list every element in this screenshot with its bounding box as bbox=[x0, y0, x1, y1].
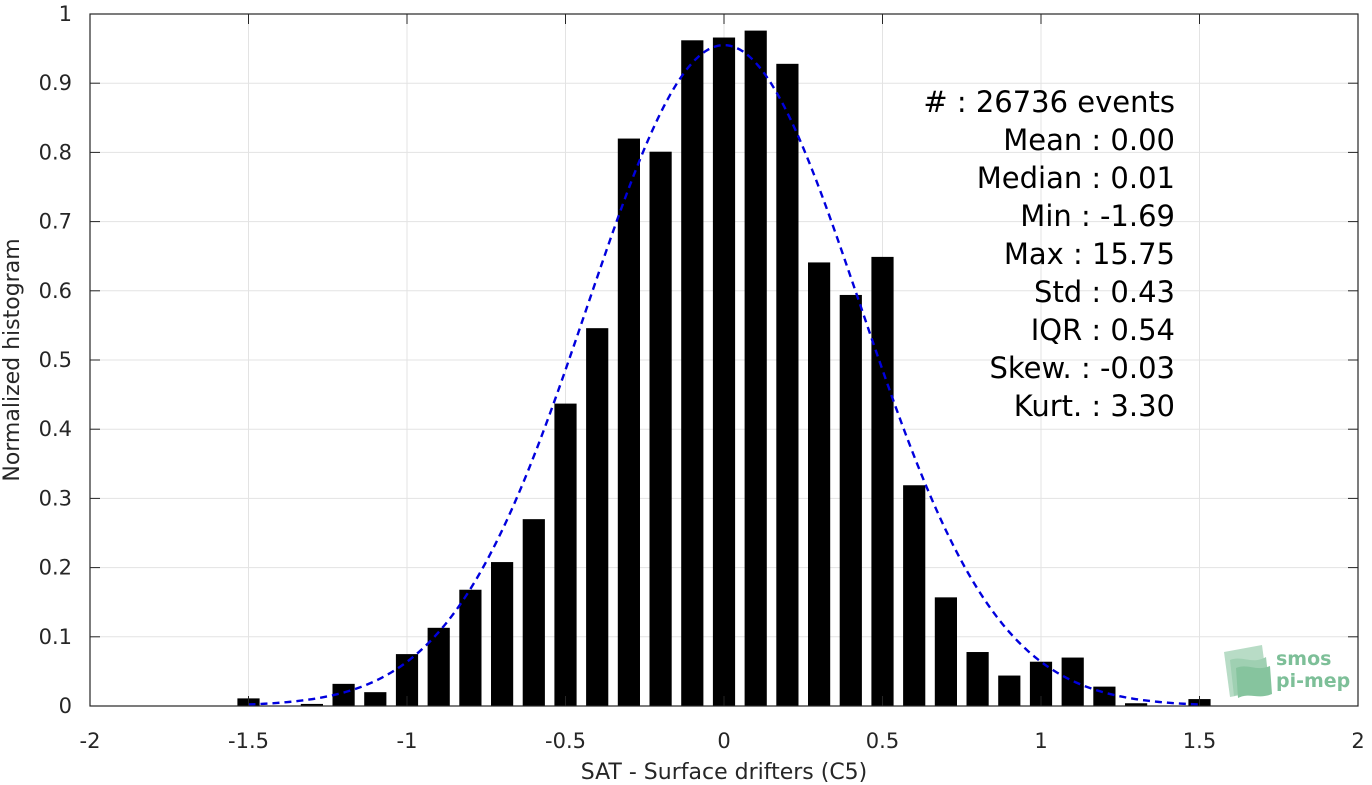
stat-line: Std : 0.43 bbox=[1034, 275, 1175, 309]
logo-text-pi-mep: pi-mep bbox=[1276, 670, 1350, 692]
smos-pi-mep-logo: smos pi-mep bbox=[1224, 645, 1350, 698]
y-tick-label: 0.7 bbox=[39, 210, 72, 234]
stat-line: Skew. : -0.03 bbox=[989, 351, 1175, 385]
histogram-bar bbox=[332, 683, 355, 706]
stat-line: Min : -1.69 bbox=[1020, 199, 1175, 233]
histogram-bar bbox=[966, 652, 989, 706]
histogram-bar bbox=[586, 328, 609, 706]
y-tick-label: 0 bbox=[59, 694, 72, 718]
y-tick-labels: 0 0.1 0.2 0.3 0.4 0.5 0.6 0.7 0.8 0.9 1 bbox=[39, 2, 72, 718]
histogram-bar bbox=[681, 40, 704, 706]
x-tick-labels: -2 -1.5 -1 -0.5 0 0.5 1 1.5 2 bbox=[80, 729, 1365, 753]
x-tick-label: 1.5 bbox=[1183, 729, 1216, 753]
histogram-bar bbox=[491, 562, 514, 706]
y-tick-label: 0.4 bbox=[39, 417, 72, 441]
logo-wave-icon bbox=[1224, 645, 1272, 698]
stat-line: Max : 15.75 bbox=[1004, 237, 1175, 271]
histogram-bar bbox=[300, 703, 323, 706]
histogram-bar bbox=[427, 627, 450, 706]
x-tick-label: -2 bbox=[80, 729, 101, 753]
x-tick-label: 0.5 bbox=[866, 729, 899, 753]
histogram-bar bbox=[364, 692, 387, 706]
histogram-bar bbox=[712, 37, 736, 706]
histogram-bar bbox=[998, 675, 1021, 706]
histogram-bar bbox=[744, 30, 767, 707]
axes-frame bbox=[89, 13, 1359, 707]
histogram-bar bbox=[903, 485, 926, 706]
y-tick-label: 0.1 bbox=[39, 625, 72, 649]
histogram-bar bbox=[1125, 703, 1148, 706]
statistics-box: # : 26736 events Mean : 0.00 Median : 0.01… bbox=[923, 85, 1175, 423]
stat-line: IQR : 0.54 bbox=[1031, 313, 1175, 347]
histogram-bar bbox=[554, 403, 577, 706]
y-tick-label: 0.5 bbox=[39, 348, 72, 372]
x-tick-label: 0 bbox=[717, 729, 730, 753]
histogram-bar bbox=[934, 597, 957, 706]
x-tick-label: 2 bbox=[1351, 729, 1364, 753]
histogram-bar bbox=[776, 63, 799, 707]
y-axis-label: Normalized histogram bbox=[0, 238, 25, 481]
stat-line: Median : 0.01 bbox=[977, 161, 1175, 195]
histogram-bar bbox=[839, 294, 862, 706]
logo-text-smos: smos bbox=[1276, 648, 1331, 670]
histogram-bar bbox=[649, 151, 672, 706]
stat-line: Mean : 0.00 bbox=[1003, 123, 1175, 157]
stat-line: # : 26736 events bbox=[923, 85, 1175, 119]
x-tick-label: -1 bbox=[397, 729, 418, 753]
y-tick-label: 0.2 bbox=[39, 556, 72, 580]
y-tick-label: 0.3 bbox=[39, 486, 72, 510]
histogram-bar bbox=[1029, 661, 1053, 706]
histogram-bar bbox=[808, 262, 831, 706]
histogram-bar bbox=[617, 138, 640, 706]
stat-line: Kurt. : 3.30 bbox=[1014, 389, 1175, 423]
y-tick-label: 0.9 bbox=[39, 71, 72, 95]
y-tick-label: 0.6 bbox=[39, 279, 72, 303]
histogram-bar bbox=[871, 256, 894, 706]
histogram-bars bbox=[237, 30, 1211, 707]
histogram-bar bbox=[522, 519, 545, 706]
y-tick-label: 1 bbox=[59, 2, 72, 26]
histogram-bar bbox=[1061, 657, 1084, 706]
histogram-bar bbox=[459, 589, 482, 706]
y-tick-label: 0.8 bbox=[39, 140, 72, 164]
x-tick-label: 1 bbox=[1034, 729, 1047, 753]
x-axis-label: SAT - Surface drifters (C5) bbox=[581, 760, 868, 785]
x-tick-label: -0.5 bbox=[545, 729, 586, 753]
x-tick-label: -1.5 bbox=[228, 729, 269, 753]
